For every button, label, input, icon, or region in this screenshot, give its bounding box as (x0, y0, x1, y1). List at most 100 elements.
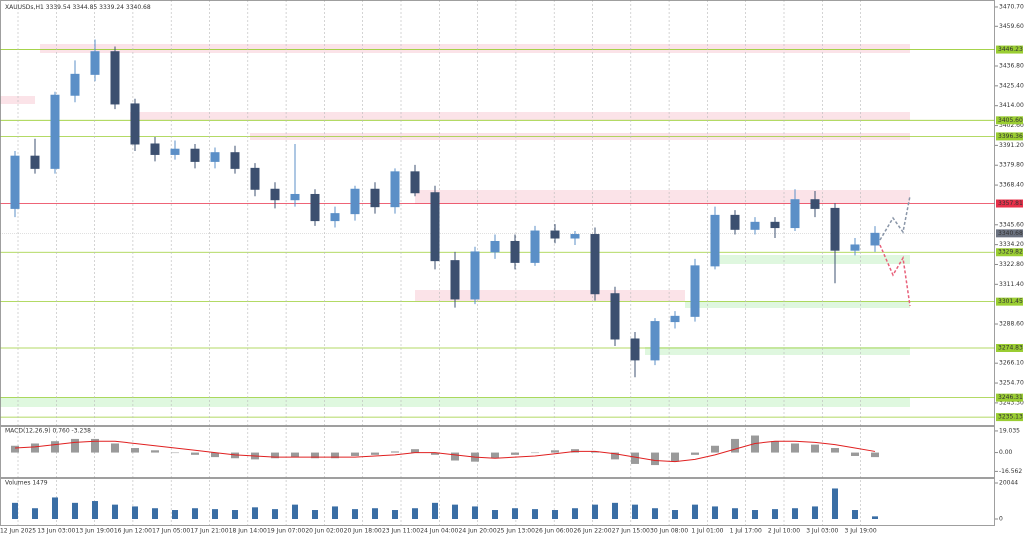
macd-bar (491, 452, 499, 459)
volume-bar (192, 508, 198, 520)
candle-body (290, 193, 300, 201)
candle-body (10, 155, 20, 209)
y-tick-label: -16.562 (999, 468, 1022, 475)
zone (0, 397, 910, 407)
macd-bar (431, 452, 439, 455)
last-price-label: 3340.68 (998, 230, 1023, 237)
x-tick-label: 26 Jun 06:00 (535, 528, 573, 535)
candle-body (690, 265, 700, 317)
volume-bar (512, 508, 518, 520)
macd-bar (571, 449, 579, 453)
candle-body (750, 221, 760, 230)
volume-bar (372, 508, 378, 520)
zone (415, 290, 685, 301)
candle-body (350, 188, 360, 215)
y-tick-label: 3414.00 (999, 102, 1024, 109)
candle-body (810, 199, 820, 209)
x-tick-label: 3 Jul 19:00 (845, 528, 877, 535)
candle-body (430, 192, 440, 262)
volume-bar (452, 504, 458, 520)
ohlc: 3339.54 3344.85 3339.24 3340.68 (46, 4, 151, 11)
volume-bar (352, 509, 358, 520)
x-tick-label: 25 Jun 13:00 (497, 528, 535, 535)
macd-bar (531, 452, 539, 454)
y-tick-label: 0 (999, 516, 1003, 523)
volume-bar (392, 510, 398, 520)
candle-body (470, 251, 480, 300)
candle-body (50, 94, 60, 169)
volume-bar (752, 510, 758, 520)
candle-body (190, 148, 200, 162)
volume-bar (472, 506, 478, 520)
volume-bar (412, 508, 418, 520)
candle-body (70, 73, 80, 96)
volume-bar (672, 510, 678, 520)
candle-body (250, 167, 260, 190)
candle-body (390, 171, 400, 208)
candle-body (450, 260, 460, 300)
macd-bar (371, 452, 379, 455)
symbol: XAUUSDs,H1 (5, 4, 44, 11)
macd-bar (411, 449, 419, 453)
candle-body (510, 240, 520, 263)
candle-body (490, 240, 500, 253)
macd-bar (811, 444, 819, 453)
macd-bar (131, 448, 139, 453)
volume-bar (652, 508, 658, 520)
macd-bar (751, 435, 759, 453)
candle-body (650, 321, 660, 361)
macd-bar (211, 452, 219, 458)
x-tick-label: 26 Jun 22:00 (573, 528, 611, 535)
volume-bar (432, 502, 438, 520)
zone (685, 301, 910, 308)
macd-bar (691, 452, 699, 455)
macd-bar (311, 452, 319, 459)
volume-bar (112, 504, 118, 520)
macd-bar (271, 452, 279, 459)
macd-bar (91, 438, 99, 453)
level-tag (996, 132, 1023, 141)
volume-bar (272, 509, 278, 520)
macd-bar (191, 452, 199, 455)
signal-line (14, 440, 876, 463)
level-label: 3246.31 (998, 394, 1023, 401)
y-tick-label: 3322.80 (999, 261, 1024, 268)
macd-bar (351, 452, 359, 456)
macd-bar (71, 438, 79, 453)
macd-title: MACD(12,26,9) 0.760 -3.238 (5, 428, 91, 435)
macd-bar (611, 452, 619, 460)
level-tag (996, 248, 1023, 257)
projection-up (879, 195, 911, 241)
main-pane (0, 0, 995, 426)
macd-bar (631, 452, 639, 464)
volume-bar (212, 509, 218, 520)
macd-pane (0, 426, 995, 478)
y-tick-label: 3266.10 (999, 360, 1024, 367)
macd-bar (171, 452, 179, 454)
volume-bar (172, 510, 178, 520)
level-tag (996, 297, 1023, 306)
candle-body (270, 188, 280, 201)
macd-bar (791, 443, 799, 453)
candle-body (610, 293, 620, 340)
volume-bar (812, 506, 818, 520)
y-tick-label: 20044 (999, 480, 1018, 487)
candle-body (850, 244, 860, 251)
macd-bar (331, 452, 339, 459)
candle-body (790, 199, 800, 229)
y-tick-label: 3288.60 (999, 321, 1024, 328)
volume-bar (332, 506, 338, 520)
x-tick-label: 12 Jun 2025 (0, 528, 36, 535)
level-label: 3396.36 (998, 133, 1023, 140)
level-tag (996, 199, 1023, 208)
y-tick-label: 3254.70 (999, 380, 1024, 387)
macd-bar (111, 443, 119, 453)
volume-bar (632, 504, 638, 520)
level-tag (996, 343, 1023, 352)
x-tick-label: 20 Jun 18:00 (344, 528, 382, 535)
y-tick-label: 0.00 (999, 449, 1013, 456)
zone (0, 96, 35, 104)
candle-body (90, 51, 100, 75)
x-tick-label: 23 Jun 11:00 (382, 528, 420, 535)
